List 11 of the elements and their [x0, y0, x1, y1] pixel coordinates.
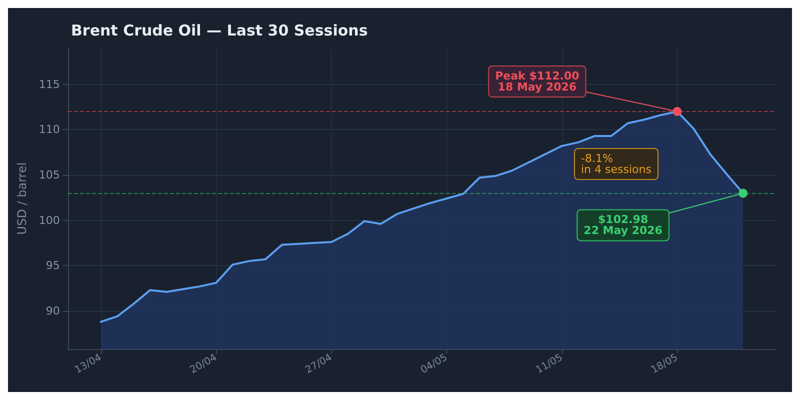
y-tick-label: 105: [38, 168, 60, 182]
y-tick-label: 110: [38, 123, 60, 136]
y-tick-label: 100: [38, 214, 60, 227]
y-tick-label: 95: [46, 259, 60, 272]
y-tick-label: 115: [38, 78, 60, 91]
annotation: Peak $112.00 18 May 2026: [495, 69, 580, 94]
y-tick-label: 90: [46, 304, 60, 318]
y-axis-title: USD / barrel: [15, 162, 29, 235]
chart-title: Brent Crude Oil — Last 30 Sessions: [71, 22, 368, 40]
annotation: -8.1% in 4 sessions: [581, 152, 652, 176]
annotation: $102.98 22 May 2026: [584, 213, 663, 238]
